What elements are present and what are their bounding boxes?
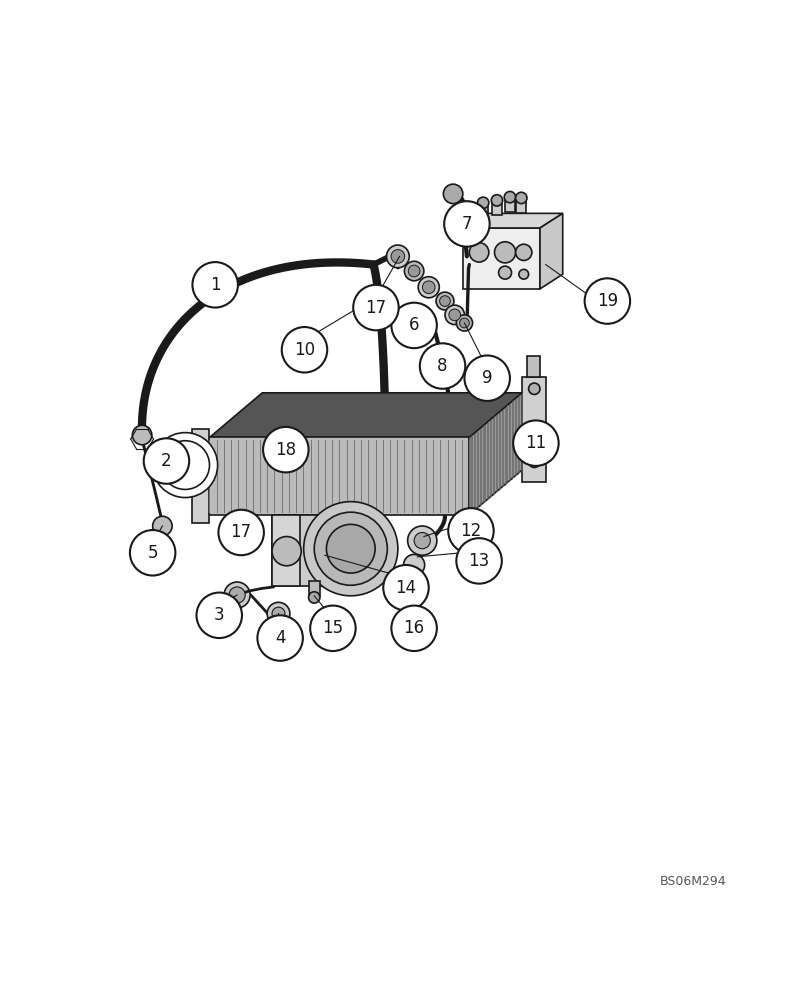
Circle shape [272, 537, 301, 566]
Polygon shape [539, 213, 562, 289]
Circle shape [407, 526, 436, 555]
Text: 1: 1 [209, 276, 221, 294]
Circle shape [518, 269, 528, 279]
Bar [526, 356, 539, 377]
Circle shape [418, 277, 439, 298]
Circle shape [422, 281, 435, 294]
Circle shape [444, 305, 464, 325]
Circle shape [257, 615, 303, 661]
Circle shape [443, 184, 462, 204]
Circle shape [528, 456, 539, 468]
Circle shape [192, 262, 238, 308]
Text: 10: 10 [294, 341, 315, 359]
Circle shape [130, 530, 175, 576]
Circle shape [448, 309, 460, 321]
Circle shape [152, 433, 217, 498]
Circle shape [477, 197, 488, 208]
Circle shape [469, 243, 488, 262]
Circle shape [152, 516, 172, 536]
Text: 18: 18 [275, 441, 296, 459]
Circle shape [456, 315, 472, 331]
Circle shape [494, 242, 515, 263]
Bar [491, 200, 501, 215]
Text: 17: 17 [365, 299, 386, 317]
Circle shape [498, 266, 511, 279]
Circle shape [144, 438, 189, 484]
Circle shape [224, 582, 250, 608]
Text: 19: 19 [596, 292, 617, 310]
Circle shape [404, 261, 423, 281]
Circle shape [403, 554, 424, 576]
Text: 4: 4 [275, 629, 285, 647]
Circle shape [326, 524, 375, 573]
Circle shape [515, 244, 531, 260]
Circle shape [132, 425, 152, 445]
Circle shape [414, 532, 430, 549]
Circle shape [513, 420, 558, 466]
Circle shape [161, 441, 209, 489]
Circle shape [456, 538, 501, 584]
Text: 9: 9 [482, 369, 491, 387]
Circle shape [272, 607, 285, 620]
Circle shape [263, 427, 308, 472]
Circle shape [303, 502, 397, 596]
Circle shape [448, 508, 493, 554]
Circle shape [314, 512, 387, 585]
Circle shape [391, 303, 436, 348]
Circle shape [459, 318, 469, 328]
Circle shape [308, 592, 320, 603]
Circle shape [408, 265, 419, 277]
Polygon shape [272, 515, 333, 586]
Circle shape [218, 510, 264, 555]
Text: 6: 6 [409, 316, 418, 334]
Text: BS06M294: BS06M294 [659, 875, 726, 888]
Polygon shape [272, 515, 300, 586]
Circle shape [464, 355, 509, 401]
Text: 15: 15 [322, 619, 343, 637]
Text: 5: 5 [148, 544, 157, 562]
Circle shape [229, 587, 245, 603]
Bar [478, 203, 487, 217]
Circle shape [194, 470, 207, 483]
Circle shape [353, 285, 398, 330]
Bar [516, 198, 526, 213]
Bar [308, 581, 320, 596]
Text: 12: 12 [460, 522, 481, 540]
Polygon shape [209, 393, 521, 437]
Circle shape [439, 296, 450, 306]
Circle shape [436, 292, 453, 310]
Text: 16: 16 [403, 619, 424, 637]
Polygon shape [462, 213, 562, 228]
Circle shape [491, 195, 502, 206]
Polygon shape [462, 228, 539, 289]
Circle shape [386, 245, 409, 268]
Polygon shape [191, 429, 209, 523]
Text: 11: 11 [525, 434, 546, 452]
Text: 2: 2 [161, 452, 172, 470]
Text: 17: 17 [230, 523, 251, 541]
Circle shape [391, 250, 404, 263]
Text: 3: 3 [213, 606, 225, 624]
Circle shape [196, 593, 242, 638]
Circle shape [267, 602, 290, 625]
Circle shape [444, 201, 489, 247]
Polygon shape [469, 393, 521, 515]
Text: 14: 14 [395, 579, 416, 597]
Circle shape [504, 191, 515, 203]
Polygon shape [209, 437, 469, 515]
Circle shape [391, 606, 436, 651]
Circle shape [383, 565, 428, 610]
Circle shape [419, 343, 465, 389]
Text: 13: 13 [468, 552, 489, 570]
Circle shape [584, 278, 629, 324]
Circle shape [515, 192, 526, 204]
Circle shape [528, 383, 539, 394]
Text: 8: 8 [437, 357, 447, 375]
Text: 7: 7 [461, 215, 471, 233]
Circle shape [310, 606, 355, 651]
Bar [504, 197, 514, 212]
Polygon shape [521, 377, 546, 482]
Circle shape [281, 327, 327, 373]
